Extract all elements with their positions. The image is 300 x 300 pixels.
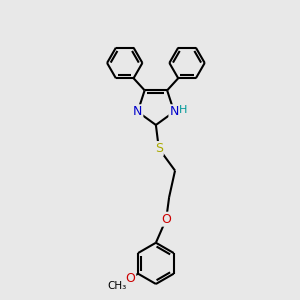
Text: CH₃: CH₃ [107,281,127,291]
Text: O: O [125,272,135,285]
Text: N: N [133,105,142,118]
Text: H: H [179,105,188,115]
Text: O: O [161,213,171,226]
Text: N: N [169,105,179,118]
Text: S: S [155,142,163,155]
